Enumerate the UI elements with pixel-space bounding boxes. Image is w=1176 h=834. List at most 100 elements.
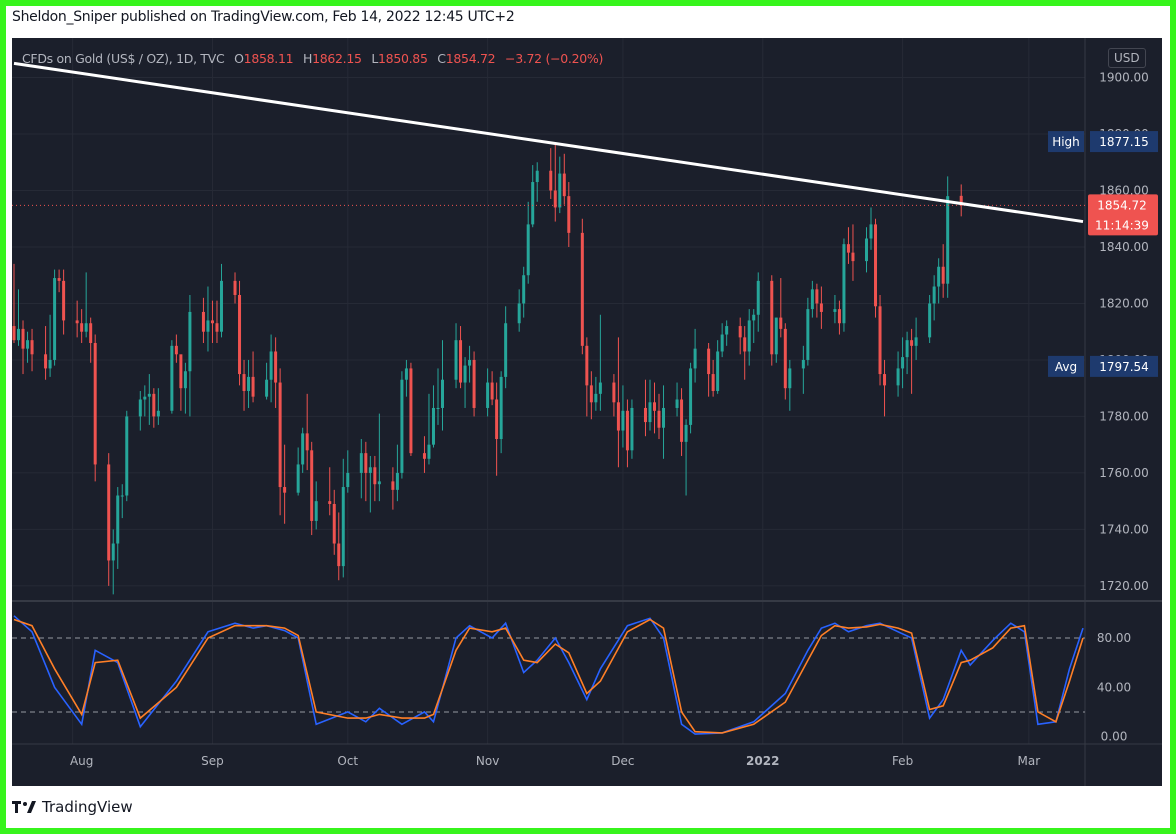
candle-body bbox=[616, 402, 620, 431]
candle-body bbox=[125, 416, 129, 496]
candle-body bbox=[219, 280, 223, 332]
candle-body bbox=[247, 376, 251, 392]
footer-brand: TradingView bbox=[42, 798, 133, 816]
candle-body bbox=[567, 196, 571, 233]
candle-body bbox=[580, 232, 584, 346]
time-tick-label: Nov bbox=[476, 754, 499, 768]
publisher-header: Sheldon_Sniper published on TradingView.… bbox=[12, 9, 515, 25]
candle-body bbox=[472, 359, 476, 408]
time-tick-label: Dec bbox=[611, 754, 634, 768]
candle-body bbox=[657, 410, 661, 428]
candle-body bbox=[896, 368, 900, 386]
candle-body bbox=[783, 328, 787, 389]
candle-body bbox=[314, 501, 318, 521]
candle-body bbox=[959, 195, 963, 206]
candle-body bbox=[468, 359, 472, 366]
last-price-box bbox=[1088, 194, 1158, 236]
candle-body bbox=[328, 501, 332, 504]
chart-canvas[interactable]: 1720.001740.001760.001780.001800.001820.… bbox=[12, 38, 1162, 786]
badge-label-box bbox=[1048, 131, 1084, 153]
candle-body bbox=[368, 467, 372, 473]
stoch-tick-label: 0.00 bbox=[1101, 730, 1128, 744]
candle-body bbox=[53, 278, 57, 360]
price-badge: High 1877.15 bbox=[1048, 131, 1158, 153]
price-tick-label: 1820.00 bbox=[1099, 296, 1149, 310]
candle-body bbox=[12, 326, 16, 341]
stoch-tick-label: 40.00 bbox=[1097, 680, 1131, 694]
candle-body bbox=[621, 410, 625, 431]
candle-body bbox=[62, 280, 66, 321]
candle-body bbox=[373, 467, 377, 485]
candle-body bbox=[928, 303, 932, 338]
countdown-value: 11:14:39 bbox=[1095, 218, 1149, 232]
time-tick-label: Mar bbox=[1018, 754, 1041, 768]
time-tick-label: 2022 bbox=[746, 754, 779, 768]
candle-body bbox=[459, 340, 463, 383]
candle-body bbox=[770, 280, 774, 355]
candle-body bbox=[585, 345, 589, 386]
candle-body bbox=[842, 244, 846, 324]
candle-body bbox=[296, 464, 300, 493]
candle-body bbox=[851, 252, 855, 262]
candle-body bbox=[693, 348, 697, 369]
candle-body bbox=[391, 481, 395, 490]
candle-body bbox=[21, 328, 25, 349]
candle-body bbox=[305, 433, 309, 451]
badge-value-box bbox=[1090, 355, 1158, 377]
candle-body bbox=[680, 399, 684, 442]
candle-body bbox=[725, 326, 729, 335]
candle-body bbox=[594, 393, 598, 403]
candle-body bbox=[75, 320, 79, 324]
candle-body bbox=[946, 196, 950, 284]
candle-body bbox=[937, 266, 941, 287]
candle-body bbox=[743, 337, 747, 352]
candle-body bbox=[143, 396, 147, 400]
last-price-value: 1854.72 bbox=[1097, 198, 1147, 212]
time-tick-label: Feb bbox=[892, 754, 913, 768]
chart-panel[interactable]: 1720.001740.001760.001780.001800.001820.… bbox=[12, 38, 1162, 786]
candle-body bbox=[215, 323, 219, 332]
candle-body bbox=[549, 170, 553, 191]
candle-body bbox=[711, 374, 715, 392]
change-value: −3.72 (−0.20%) bbox=[505, 51, 604, 66]
candle-body bbox=[310, 450, 314, 521]
open-value: 1858.11 bbox=[243, 51, 294, 66]
candle-body bbox=[833, 309, 837, 312]
candle-body bbox=[409, 368, 413, 454]
close-value: 1854.72 bbox=[445, 51, 496, 66]
badge-value: 1877.15 bbox=[1099, 135, 1149, 149]
high-label: H bbox=[302, 51, 313, 66]
currency-button[interactable]: USD bbox=[1108, 48, 1146, 68]
close-label: C bbox=[437, 51, 446, 66]
candle-body bbox=[364, 453, 368, 473]
candle-body bbox=[490, 382, 494, 400]
candle-body bbox=[612, 382, 616, 403]
candle-body bbox=[427, 444, 431, 459]
candle-body bbox=[359, 453, 363, 473]
candle-body bbox=[80, 323, 84, 332]
candle-body bbox=[377, 481, 381, 485]
candle-body bbox=[93, 343, 97, 465]
candle-body bbox=[738, 326, 742, 338]
candle-body bbox=[486, 382, 490, 408]
candle-body bbox=[265, 379, 269, 397]
candle-body bbox=[206, 320, 210, 332]
candle-body bbox=[436, 407, 440, 409]
candle-body bbox=[422, 453, 426, 459]
candle-body bbox=[454, 340, 458, 380]
tradingview-logo-icon bbox=[12, 801, 36, 813]
trendline bbox=[13, 61, 1084, 224]
candle-body bbox=[652, 402, 656, 411]
stoch-d-line bbox=[13, 618, 1084, 734]
candle-body bbox=[684, 424, 688, 442]
candle-body bbox=[905, 340, 909, 358]
candle-body bbox=[170, 345, 174, 411]
candle-body bbox=[152, 393, 156, 417]
candle-body bbox=[404, 368, 408, 380]
candle-body bbox=[675, 399, 679, 408]
candle-body bbox=[522, 275, 526, 304]
candle-body bbox=[57, 278, 61, 281]
low-value: 1850.85 bbox=[378, 51, 428, 66]
time-tick-label: Aug bbox=[70, 754, 93, 768]
candle-body bbox=[747, 320, 751, 352]
